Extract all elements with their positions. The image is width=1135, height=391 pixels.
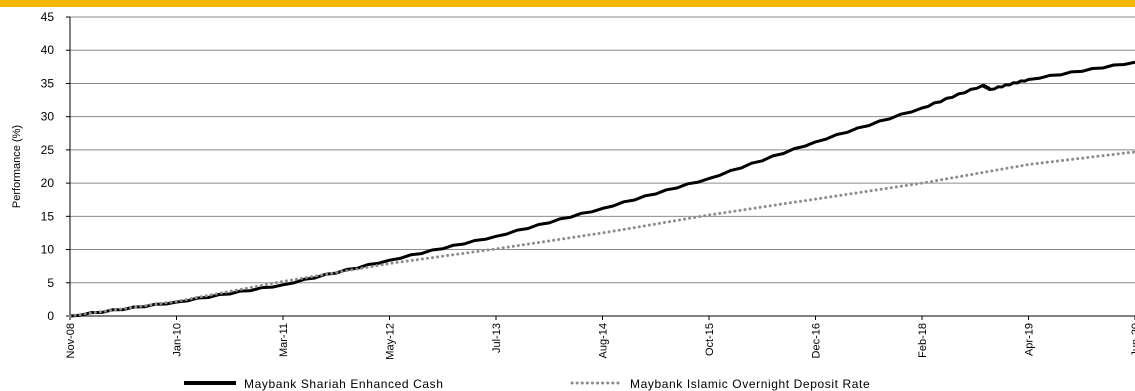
y-tick-label: 25	[41, 143, 55, 157]
x-tick-labels: Nov-08 Jan-10 Mar-11 May-12 Jul-13 Aug-14 Oct-…	[65, 323, 1135, 360]
y-tick-label: 15	[41, 209, 55, 223]
y-tick-label: 30	[41, 110, 55, 124]
legend-label-2: Maybank Islamic Overnight Deposit Rate	[630, 377, 870, 391]
x-tick-label: Apr-19	[1024, 323, 1036, 356]
series-lines	[68, 60, 1135, 318]
axes	[66, 16, 1135, 320]
y-tick-labels: 0 5 10 15 20 25 30 35 40 45	[41, 10, 55, 323]
y-tick-label: 5	[47, 276, 54, 290]
y-tick-label: 40	[41, 43, 55, 57]
series-line-1	[69, 60, 1135, 318]
y-tick-label: 20	[41, 176, 55, 190]
top-accent-band	[0, 0, 1135, 7]
x-tick-label: Mar-11	[278, 323, 290, 357]
y-tick-label: 0	[47, 309, 54, 323]
y-tick-label: 45	[41, 10, 55, 24]
x-tick-label: Jun-20	[1130, 323, 1135, 357]
y-tick-label: 10	[41, 243, 55, 257]
x-tick-label: Dec-16	[811, 323, 823, 358]
legend-label-1: Maybank Shariah Enhanced Cash	[244, 377, 444, 391]
legend: Maybank Shariah Enhanced Cash Maybank Isl…	[184, 377, 870, 391]
y-axis-title: Performance (%)	[11, 125, 23, 208]
x-tick-label: Jan-10	[172, 323, 184, 357]
y-tick-label: 35	[41, 76, 55, 90]
x-tick-label: Aug-14	[598, 323, 610, 358]
x-tick-label: Feb-18	[917, 323, 929, 358]
x-tick-label: May-12	[385, 323, 397, 360]
x-tick-label: Nov-08	[65, 323, 77, 358]
x-tick-label: Jul-13	[491, 323, 503, 353]
x-tick-label: Oct-15	[704, 323, 716, 356]
grid-lines	[70, 16, 1135, 284]
series-line-2	[68, 150, 1135, 318]
